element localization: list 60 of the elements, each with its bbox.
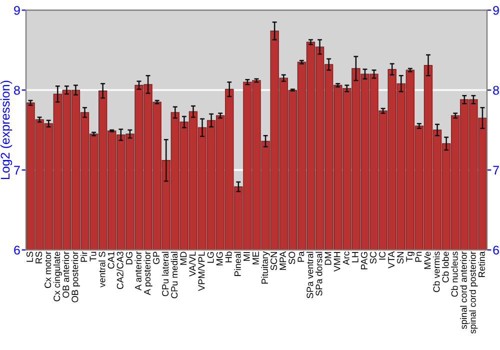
x-tick-label: SPa ventral — [306, 252, 314, 298]
x-tick-label: Pa — [298, 251, 304, 262]
x-tick-label: LS — [26, 252, 33, 262]
y2-tick-label: 6 — [493, 246, 499, 255]
x-tick-label: PAG — [360, 252, 368, 270]
x-tick-label: MD — [180, 252, 187, 265]
x-tick-label: A posterior — [144, 251, 152, 296]
y2-tick-label: 9 — [493, 6, 499, 15]
x-tick-label: Cb lobe — [442, 252, 449, 282]
y-axis-title: Log2 (expression) — [0, 80, 12, 180]
x-tick-label: Cb nucleus — [451, 252, 458, 297]
x-tick-label: Pineal — [234, 252, 241, 276]
x-tick-label: Retina — [478, 251, 485, 278]
x-tick-label: SC — [370, 252, 376, 264]
x-tick-label: CA2/CA3 — [116, 252, 124, 290]
y2-tick-label: 8 — [493, 86, 499, 95]
x-tick-label: VMH — [334, 252, 340, 272]
x-tick-label: Pn — [415, 252, 422, 262]
x-tick-label: A anterior — [134, 251, 142, 291]
x-tick-label: MG — [216, 252, 223, 266]
y2-tick-label: 7 — [493, 166, 499, 175]
x-tick-label: LG — [207, 252, 214, 263]
x-tick-label: VA/VL — [188, 252, 196, 277]
x-tick-label: VPM/VPL — [198, 252, 205, 291]
y-tick-label: 9 — [14, 6, 20, 15]
x-tick-label: Cx motor — [44, 251, 52, 288]
x-tick-label: RS — [36, 252, 42, 264]
x-tick-label: IC — [379, 252, 386, 260]
x-tick-label: DG — [126, 252, 132, 264]
x-tick-label: DM — [324, 252, 332, 265]
y-tick-label: 6 — [14, 246, 20, 255]
x-tick-label: SPa dorsal — [316, 252, 322, 296]
x-tick-label: Tu — [90, 252, 96, 262]
x-tick-label: SN — [397, 252, 404, 264]
x-tick-label: VTA — [388, 251, 394, 268]
x-tick-label: CA1 — [108, 252, 114, 269]
x-tick-label: Tg — [406, 252, 414, 262]
x-tick-label: CPu medial — [170, 252, 178, 298]
x-tick-label: Arc — [342, 252, 350, 266]
x-tick-label: CPu lateral — [162, 252, 169, 296]
x-tick-label: spinal cord anterior — [460, 251, 469, 329]
x-tick-label: MPA — [280, 251, 286, 270]
y-tick-label: 7 — [14, 166, 20, 175]
x-tick-label: Hb — [225, 252, 232, 262]
x-tick-label: LH — [352, 252, 358, 262]
x-tick-label: GP — [153, 252, 160, 264]
x-tick-label: Pituitary — [261, 251, 270, 284]
x-tick-label: MVe — [424, 252, 431, 269]
y-tick-label: 8 — [14, 86, 20, 95]
x-tick-label: MI — [244, 252, 250, 261]
x-tick-label: Pir — [80, 251, 88, 262]
x-tick-label: SO — [288, 252, 296, 264]
x-tick-label: SCN — [270, 252, 278, 270]
x-tick-label: Cx cingulate — [53, 252, 62, 302]
x-tick-label: ventral S — [98, 252, 106, 288]
x-tick-label: spinal cord posterior — [469, 251, 478, 334]
x-tick-label: OB posterior — [71, 251, 80, 302]
x-tick-label: OB anterior — [62, 251, 70, 298]
x-tick-label: Cb vermis — [433, 252, 440, 292]
x-tick-label: ME — [252, 252, 259, 264]
